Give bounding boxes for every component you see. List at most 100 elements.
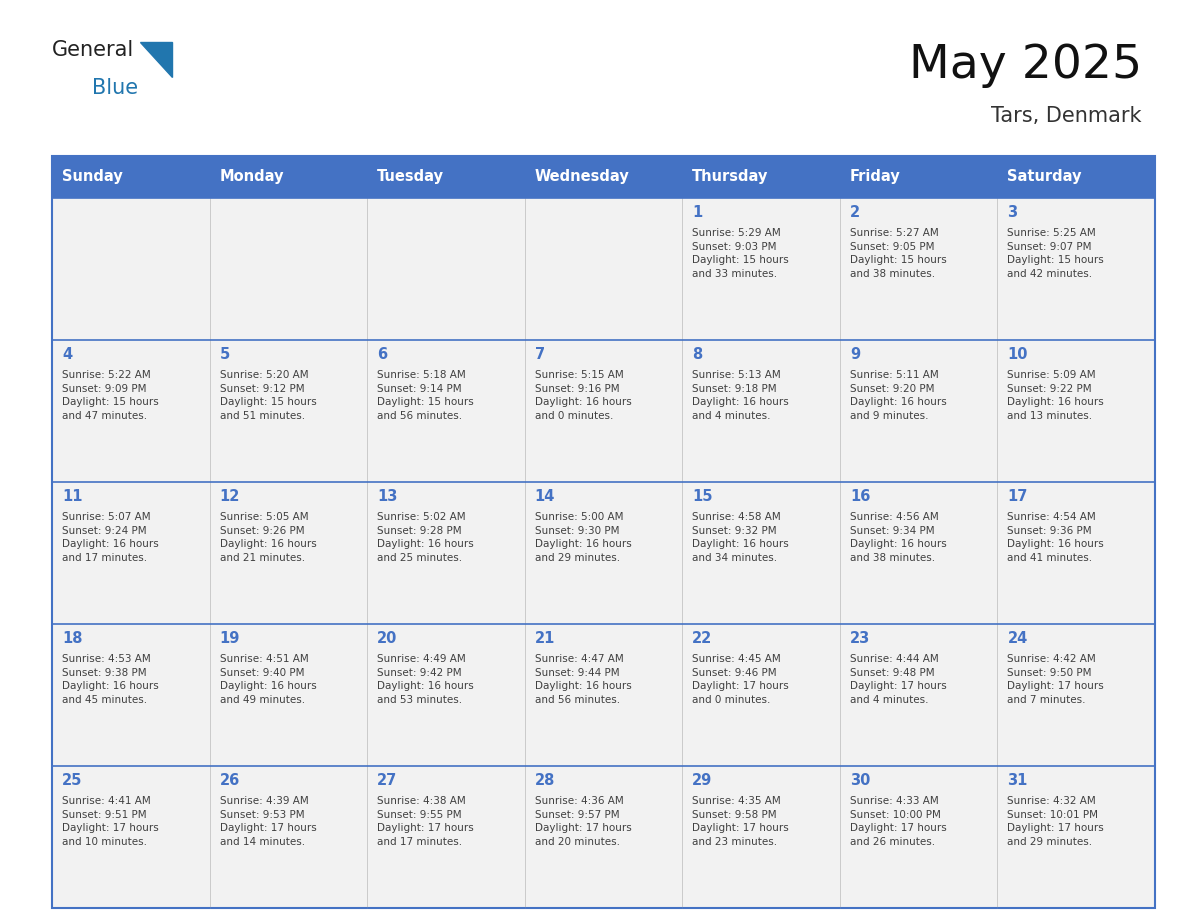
Bar [525, 482, 682, 624]
Text: Sunrise: 5:25 AM
Sunset: 9:07 PM
Daylight: 15 hours
and 42 minutes.: Sunrise: 5:25 AM Sunset: 9:07 PM Dayligh… [1007, 228, 1104, 279]
Text: 10: 10 [1007, 347, 1028, 362]
Text: 16: 16 [849, 489, 871, 504]
Text: 11: 11 [62, 489, 82, 504]
Text: 8: 8 [693, 347, 702, 362]
Bar [52, 198, 209, 340]
Text: 21: 21 [535, 631, 555, 646]
Bar [840, 340, 998, 482]
Bar [840, 482, 998, 624]
Bar [367, 766, 525, 908]
Text: Sunrise: 4:44 AM
Sunset: 9:48 PM
Daylight: 17 hours
and 4 minutes.: Sunrise: 4:44 AM Sunset: 9:48 PM Dayligh… [849, 654, 947, 705]
Text: Sunrise: 4:47 AM
Sunset: 9:44 PM
Daylight: 16 hours
and 56 minutes.: Sunrise: 4:47 AM Sunset: 9:44 PM Dayligh… [535, 654, 632, 705]
Text: Sunday: Sunday [62, 170, 122, 185]
Bar [52, 482, 209, 624]
Text: Sunrise: 5:29 AM
Sunset: 9:03 PM
Daylight: 15 hours
and 33 minutes.: Sunrise: 5:29 AM Sunset: 9:03 PM Dayligh… [693, 228, 789, 279]
Text: Sunrise: 4:32 AM
Sunset: 10:01 PM
Daylight: 17 hours
and 29 minutes.: Sunrise: 4:32 AM Sunset: 10:01 PM Daylig… [1007, 796, 1104, 846]
Bar [998, 198, 1155, 340]
Text: 9: 9 [849, 347, 860, 362]
Text: 15: 15 [693, 489, 713, 504]
Bar [367, 624, 525, 766]
Text: Sunrise: 5:02 AM
Sunset: 9:28 PM
Daylight: 16 hours
and 25 minutes.: Sunrise: 5:02 AM Sunset: 9:28 PM Dayligh… [377, 512, 474, 563]
Text: 24: 24 [1007, 631, 1028, 646]
Text: 5: 5 [220, 347, 229, 362]
Text: 27: 27 [377, 773, 398, 788]
Text: 25: 25 [62, 773, 82, 788]
Bar [525, 624, 682, 766]
Text: 14: 14 [535, 489, 555, 504]
Text: 17: 17 [1007, 489, 1028, 504]
Text: Sunrise: 5:13 AM
Sunset: 9:18 PM
Daylight: 16 hours
and 4 minutes.: Sunrise: 5:13 AM Sunset: 9:18 PM Dayligh… [693, 370, 789, 420]
Text: 28: 28 [535, 773, 555, 788]
Polygon shape [140, 42, 172, 77]
Bar [525, 156, 682, 198]
Text: Sunrise: 4:54 AM
Sunset: 9:36 PM
Daylight: 16 hours
and 41 minutes.: Sunrise: 4:54 AM Sunset: 9:36 PM Dayligh… [1007, 512, 1104, 563]
Bar [682, 198, 840, 340]
Bar [682, 624, 840, 766]
Text: 6: 6 [377, 347, 387, 362]
Text: 18: 18 [62, 631, 82, 646]
Text: Sunrise: 4:41 AM
Sunset: 9:51 PM
Daylight: 17 hours
and 10 minutes.: Sunrise: 4:41 AM Sunset: 9:51 PM Dayligh… [62, 796, 159, 846]
Bar [367, 198, 525, 340]
Bar [367, 482, 525, 624]
Bar [682, 340, 840, 482]
Text: Sunrise: 4:42 AM
Sunset: 9:50 PM
Daylight: 17 hours
and 7 minutes.: Sunrise: 4:42 AM Sunset: 9:50 PM Dayligh… [1007, 654, 1104, 705]
Bar [367, 156, 525, 198]
Text: Blue: Blue [91, 78, 138, 98]
Bar [998, 340, 1155, 482]
Bar [209, 624, 367, 766]
Text: 30: 30 [849, 773, 871, 788]
Bar [840, 156, 998, 198]
Bar [52, 624, 209, 766]
Bar [52, 156, 1155, 908]
Text: Sunrise: 4:53 AM
Sunset: 9:38 PM
Daylight: 16 hours
and 45 minutes.: Sunrise: 4:53 AM Sunset: 9:38 PM Dayligh… [62, 654, 159, 705]
Bar [52, 156, 209, 198]
Text: Monday: Monday [220, 170, 284, 185]
Text: Tuesday: Tuesday [377, 170, 444, 185]
Text: Saturday: Saturday [1007, 170, 1082, 185]
Bar [52, 766, 209, 908]
Text: 29: 29 [693, 773, 713, 788]
Text: General: General [52, 40, 134, 60]
Text: Sunrise: 5:11 AM
Sunset: 9:20 PM
Daylight: 16 hours
and 9 minutes.: Sunrise: 5:11 AM Sunset: 9:20 PM Dayligh… [849, 370, 947, 420]
Text: Sunrise: 5:27 AM
Sunset: 9:05 PM
Daylight: 15 hours
and 38 minutes.: Sunrise: 5:27 AM Sunset: 9:05 PM Dayligh… [849, 228, 947, 279]
Text: 23: 23 [849, 631, 870, 646]
Text: Sunrise: 4:56 AM
Sunset: 9:34 PM
Daylight: 16 hours
and 38 minutes.: Sunrise: 4:56 AM Sunset: 9:34 PM Dayligh… [849, 512, 947, 563]
Text: 12: 12 [220, 489, 240, 504]
Text: 4: 4 [62, 347, 72, 362]
Text: 19: 19 [220, 631, 240, 646]
Text: 26: 26 [220, 773, 240, 788]
Bar [998, 482, 1155, 624]
Text: Sunrise: 4:33 AM
Sunset: 10:00 PM
Daylight: 17 hours
and 26 minutes.: Sunrise: 4:33 AM Sunset: 10:00 PM Daylig… [849, 796, 947, 846]
Text: 20: 20 [377, 631, 398, 646]
Bar [525, 198, 682, 340]
Bar [209, 482, 367, 624]
Bar [682, 156, 840, 198]
Text: Wednesday: Wednesday [535, 170, 630, 185]
Text: Sunrise: 4:35 AM
Sunset: 9:58 PM
Daylight: 17 hours
and 23 minutes.: Sunrise: 4:35 AM Sunset: 9:58 PM Dayligh… [693, 796, 789, 846]
Text: Sunrise: 4:51 AM
Sunset: 9:40 PM
Daylight: 16 hours
and 49 minutes.: Sunrise: 4:51 AM Sunset: 9:40 PM Dayligh… [220, 654, 316, 705]
Text: Sunrise: 4:36 AM
Sunset: 9:57 PM
Daylight: 17 hours
and 20 minutes.: Sunrise: 4:36 AM Sunset: 9:57 PM Dayligh… [535, 796, 632, 846]
Bar [209, 198, 367, 340]
Text: Sunrise: 5:00 AM
Sunset: 9:30 PM
Daylight: 16 hours
and 29 minutes.: Sunrise: 5:00 AM Sunset: 9:30 PM Dayligh… [535, 512, 632, 563]
Bar [52, 340, 209, 482]
Text: Sunrise: 5:09 AM
Sunset: 9:22 PM
Daylight: 16 hours
and 13 minutes.: Sunrise: 5:09 AM Sunset: 9:22 PM Dayligh… [1007, 370, 1104, 420]
Text: 3: 3 [1007, 205, 1018, 220]
Bar [840, 624, 998, 766]
Bar [840, 766, 998, 908]
Bar [682, 482, 840, 624]
Text: 1: 1 [693, 205, 702, 220]
Bar [525, 340, 682, 482]
Bar [209, 340, 367, 482]
Text: Sunrise: 5:20 AM
Sunset: 9:12 PM
Daylight: 15 hours
and 51 minutes.: Sunrise: 5:20 AM Sunset: 9:12 PM Dayligh… [220, 370, 316, 420]
Text: Sunrise: 5:22 AM
Sunset: 9:09 PM
Daylight: 15 hours
and 47 minutes.: Sunrise: 5:22 AM Sunset: 9:09 PM Dayligh… [62, 370, 159, 420]
Text: Sunrise: 4:49 AM
Sunset: 9:42 PM
Daylight: 16 hours
and 53 minutes.: Sunrise: 4:49 AM Sunset: 9:42 PM Dayligh… [377, 654, 474, 705]
Bar [367, 340, 525, 482]
Bar [682, 766, 840, 908]
Bar [998, 766, 1155, 908]
Text: Tars, Denmark: Tars, Denmark [992, 106, 1142, 126]
Text: Sunrise: 5:18 AM
Sunset: 9:14 PM
Daylight: 15 hours
and 56 minutes.: Sunrise: 5:18 AM Sunset: 9:14 PM Dayligh… [377, 370, 474, 420]
Text: Friday: Friday [849, 170, 901, 185]
Text: Sunrise: 4:58 AM
Sunset: 9:32 PM
Daylight: 16 hours
and 34 minutes.: Sunrise: 4:58 AM Sunset: 9:32 PM Dayligh… [693, 512, 789, 563]
Bar [998, 624, 1155, 766]
Text: 2: 2 [849, 205, 860, 220]
